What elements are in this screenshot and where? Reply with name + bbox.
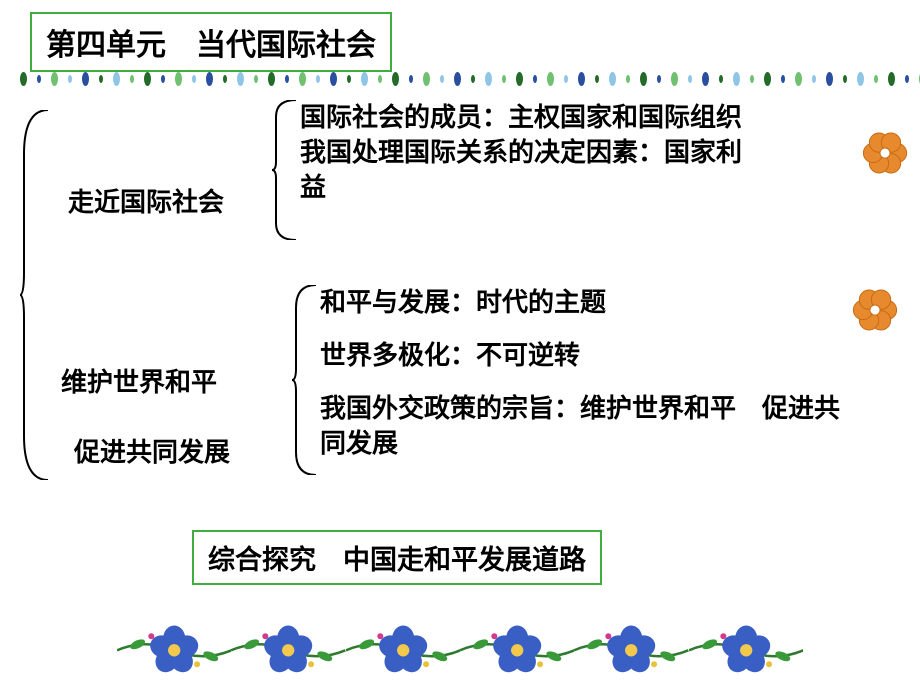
bead-large	[795, 72, 802, 86]
bead-large	[392, 72, 399, 86]
orange-flower-icon	[852, 287, 898, 333]
bead-large	[609, 72, 616, 86]
blue-flower-segment	[231, 614, 345, 685]
bead-small	[905, 75, 909, 83]
blue-flower-segment	[346, 614, 460, 685]
bead-small	[223, 75, 227, 83]
bead-large	[857, 72, 864, 86]
section2-item: 世界多极化：不可逆转	[320, 338, 840, 373]
bead-small	[37, 75, 41, 83]
section1-label: 走近国际社会	[55, 150, 224, 220]
section2-brace	[292, 285, 316, 480]
bead-large	[113, 72, 120, 86]
unit-title-text: 第四单元 当代国际社会	[46, 29, 376, 62]
summary-box: 综合探究 中国走和平发展道路	[192, 530, 602, 585]
bead-small	[316, 75, 320, 83]
section1-item: 国际社会的成员：主权国家和国际组织	[300, 100, 750, 135]
section2-items: 和平与发展：时代的主题世界多极化：不可逆转我国外交政策的宗旨：维护世界和平 促进…	[320, 285, 840, 461]
bead-large	[206, 72, 213, 86]
bead-large	[702, 72, 709, 86]
bead-small	[99, 75, 103, 83]
bead-large	[51, 72, 58, 86]
bead-small	[688, 75, 692, 83]
bead-small	[657, 75, 661, 83]
section1-label-text: 走近国际社会	[68, 188, 224, 217]
bead-small	[68, 75, 72, 83]
section2-label: 维护世界和平 促进共同发展	[48, 330, 230, 470]
bead-large	[547, 72, 554, 86]
bead-large	[888, 72, 895, 86]
section2-label-line1: 维护世界和平	[61, 368, 217, 397]
bead-small	[378, 75, 382, 83]
bead-small	[533, 75, 537, 83]
bead-small	[161, 75, 165, 83]
blue-flower-segment	[460, 614, 574, 685]
blue-flower-segment	[574, 614, 688, 685]
bead-small	[750, 75, 754, 83]
bead-small	[502, 75, 506, 83]
section1-brace	[272, 100, 296, 245]
section1-items: 国际社会的成员：主权国家和国际组织我国处理国际关系的决定因素：国家利益	[300, 100, 750, 205]
bead-large	[175, 72, 182, 86]
bead-large	[733, 72, 740, 86]
bead-small	[409, 75, 413, 83]
bead-large	[144, 72, 151, 86]
bead-small	[192, 75, 196, 83]
bead-small	[626, 75, 630, 83]
blue-flower-segment	[689, 614, 803, 685]
orange-flower-icon	[862, 130, 908, 176]
section2-item: 和平与发展：时代的主题	[320, 285, 840, 320]
summary-text: 综合探究 中国走和平发展道路	[208, 545, 586, 575]
section2-label-line2: 促进共同发展	[74, 438, 230, 467]
bead-large	[299, 72, 306, 86]
section2-item: 我国外交政策的宗旨：维护世界和平 促进共同发展	[320, 391, 840, 461]
bead-large	[516, 72, 523, 86]
bead-large	[485, 72, 492, 86]
bead-small	[843, 75, 847, 83]
blue-flower-segment	[117, 614, 231, 685]
bead-small	[781, 75, 785, 83]
bead-large	[82, 72, 89, 86]
bead-small	[471, 75, 475, 83]
bead-small	[254, 75, 258, 83]
bead-small	[812, 75, 816, 83]
bead-large	[423, 72, 430, 86]
bead-small	[719, 75, 723, 83]
bead-small	[440, 75, 444, 83]
bead-large	[640, 72, 647, 86]
bead-large	[454, 72, 461, 86]
unit-title-box: 第四单元 当代国际社会	[30, 12, 392, 72]
outer-brace	[20, 110, 48, 485]
bead-small	[595, 75, 599, 83]
bead-large	[826, 72, 833, 86]
bead-small	[285, 75, 289, 83]
section1-item: 我国处理国际关系的决定因素：国家利益	[300, 135, 750, 205]
bead-large	[237, 72, 244, 86]
bead-large	[20, 72, 27, 86]
bead-large	[764, 72, 771, 86]
bead-small	[564, 75, 568, 83]
bead-small	[130, 75, 134, 83]
bead-small	[874, 75, 878, 83]
bead-large	[671, 72, 678, 86]
bead-large	[361, 72, 368, 86]
bottom-floral-border	[0, 614, 920, 685]
bead-large	[578, 72, 585, 86]
bead-large	[330, 72, 337, 86]
bead-divider	[20, 72, 920, 86]
bead-large	[268, 72, 275, 86]
bead-small	[347, 75, 351, 83]
